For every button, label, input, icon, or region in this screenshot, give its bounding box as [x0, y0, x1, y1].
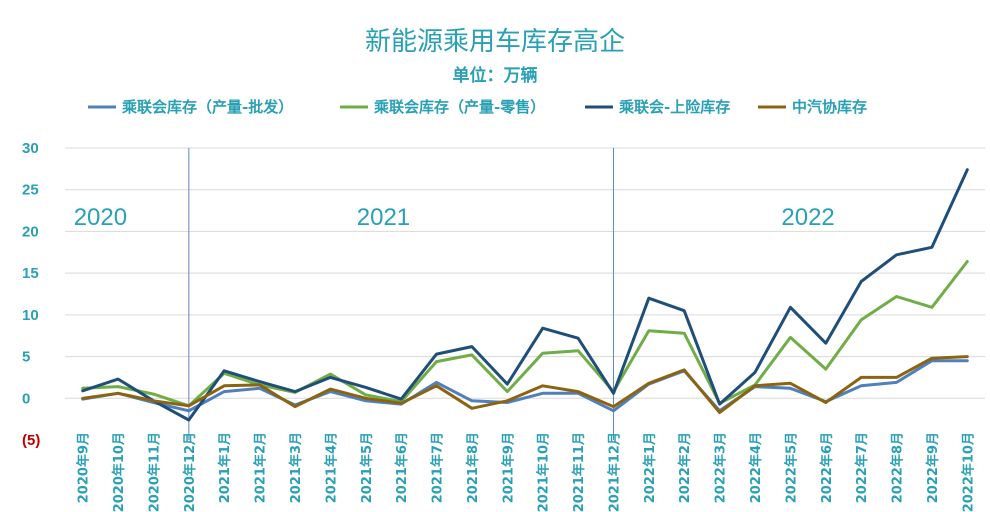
- series-line-3: [81, 168, 969, 422]
- x-tick-label: 2021年11月: [571, 432, 587, 512]
- series-line-2: [81, 260, 969, 408]
- legend-label-4: 中汽协库存: [792, 98, 867, 116]
- x-tick-label: 2022年8月: [890, 432, 906, 503]
- x-tick-label: 2021年7月: [430, 432, 446, 503]
- x-tick-label: 2022年7月: [854, 432, 870, 503]
- year-label: 2021: [357, 204, 410, 231]
- legend: 乘联会库存（产量-批发） 乘联会库存（产量-零售） 乘联会-上险库存 中汽协库存: [88, 98, 867, 116]
- x-tick-label: 2022年6月: [819, 432, 835, 503]
- y-tick-label: 5: [22, 349, 30, 366]
- year-dividers: [188, 148, 614, 440]
- chart-subtitle: 单位：万辆: [453, 65, 538, 86]
- y-tick-label: (5): [22, 432, 40, 449]
- x-tick-label: 2022年1月: [642, 432, 658, 503]
- series-line-4: [81, 355, 969, 414]
- legend-label-3: 乘联会-上险库存: [618, 98, 730, 116]
- series-line-1: [81, 359, 969, 413]
- y-axis: 30 25 20 15 10 5 0 (5): [22, 140, 40, 449]
- gridlines: [65, 147, 985, 399]
- x-axis: 2020年9月 2020年10月 2020年11月 2020年12月 2021年1月 20…: [76, 432, 977, 512]
- x-tick-label: 2021年12月: [606, 432, 622, 512]
- x-tick-label: 2022年9月: [925, 432, 941, 503]
- x-tick-label: 2021年9月: [500, 432, 516, 503]
- x-tick-label: 2021年1月: [217, 432, 233, 503]
- year-label: 2022: [781, 204, 834, 231]
- legend-label-2: 乘联会库存（产量-零售）: [373, 98, 545, 116]
- x-tick-label: 2021年10月: [536, 432, 552, 512]
- x-tick-label: 2020年10月: [111, 432, 127, 512]
- x-tick-label: 2022年10月: [960, 432, 976, 512]
- chart-title: 新能源乘用车库存高企: [365, 27, 625, 57]
- x-tick-label: 2020年9月: [76, 432, 92, 503]
- x-tick-label: 2021年2月: [253, 432, 269, 503]
- x-tick-label: 2020年12月: [182, 432, 198, 512]
- y-tick-label: 20: [22, 223, 39, 240]
- y-tick-label: 30: [22, 140, 39, 157]
- legend-label-1: 乘联会库存（产量-批发）: [121, 98, 293, 116]
- series-lines: [81, 168, 969, 422]
- y-tick-label: 0: [22, 390, 30, 407]
- x-tick-label: 2022年4月: [748, 432, 764, 503]
- y-tick-label: 15: [22, 265, 39, 282]
- x-tick-label: 2021年6月: [394, 432, 410, 503]
- x-tick-label: 2021年5月: [359, 432, 375, 503]
- x-tick-label: 2022年3月: [713, 432, 729, 503]
- y-tick-label: 25: [22, 182, 39, 199]
- x-tick-label: 2021年8月: [465, 432, 481, 503]
- year-label: 2020: [74, 204, 127, 231]
- x-tick-label: 2022年5月: [783, 432, 799, 503]
- x-tick-label: 2021年4月: [323, 432, 339, 503]
- year-labels: 2020 2021 2022: [74, 204, 835, 231]
- x-tick-label: 2020年11月: [146, 432, 162, 512]
- y-tick-label: 10: [22, 307, 39, 324]
- x-tick-label: 2021年3月: [288, 432, 304, 503]
- x-tick-label: 2022年2月: [677, 432, 693, 503]
